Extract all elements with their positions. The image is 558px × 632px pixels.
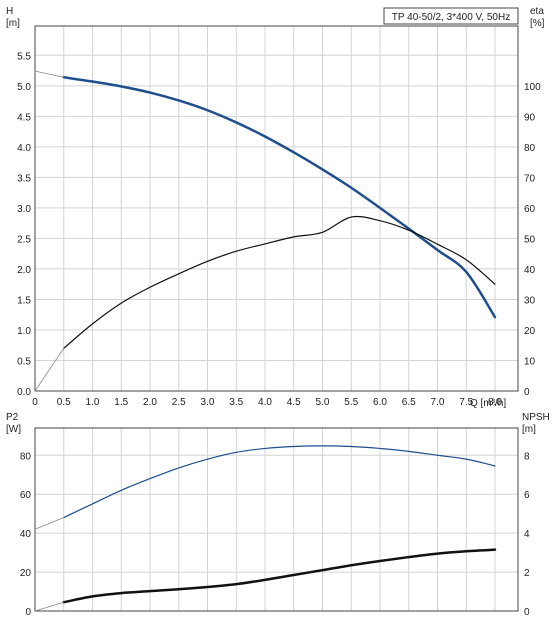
top-y-axis-title-right: eta [%] [530,6,545,29]
top-series-line-1 [34,70,65,78]
top-x-tick-label: 6.0 [373,397,387,408]
top-y2-tick-label: 70 [524,173,536,184]
top-x-tick-label: 3.5 [229,397,243,408]
top-x-tick-label: 2.5 [172,397,186,408]
top-series-line-0 [62,76,497,319]
top-y-tick-label: 4.5 [17,112,31,123]
top-x-tick-label: 7.0 [431,397,445,408]
top-x-tick-label: 4.0 [258,397,272,408]
top-y-tick-label: 1.5 [17,295,31,306]
top-x-tick-label: 4.5 [287,397,301,408]
bottom-series-line-0 [63,445,496,519]
top-x-tick-label: 3.0 [201,397,215,408]
bottom-series-line-3 [34,601,65,612]
top-y2-tick-label: 20 [524,326,536,337]
bottom-series-line-1 [34,517,65,530]
top-y2-tick-label: 30 [524,295,536,306]
top-y-tick-label: 0.5 [17,356,31,367]
chart-title-box [383,7,519,25]
bottom-panel: 0 20 40 60 80 0 2 4 6 8 [20,427,530,618]
top-y-tick-label: 3.5 [17,173,31,184]
top-x-tick-label: 1.0 [86,397,100,408]
bottom-y2-tick-label: 8 [524,451,530,462]
top-y2-tick-label: 90 [524,112,536,123]
top-x-tick-label: 8.0 [488,397,502,408]
top-x-tick-label: 2.0 [143,397,157,408]
top-y2-tick-label: 0 [524,387,530,398]
chart-title: TP 40-50/2, 3*400 V, 50Hz [392,12,510,23]
bottom-plot-frame [34,427,519,612]
top-y-tick-label: 5.0 [17,82,31,93]
top-x-tick-label: 0.5 [57,397,71,408]
bottom-y2-tick-label: 4 [524,529,530,540]
top-y-tick-label: 1.0 [17,326,31,337]
top-y-tick-label: 3.0 [17,204,31,215]
bottom-y-axis-title-left: P2 [W] [6,412,21,435]
top-y2-tick-label: 60 [524,204,536,215]
top-plot-frame [34,25,519,392]
top-x-tick-label: 1.5 [114,397,128,408]
top-y2-tick-label: 80 [524,143,536,154]
bottom-y-tick-label: 40 [20,529,32,540]
bottom-y2-tick-label: 0 [524,607,530,618]
top-y-tick-label: 5.5 [17,51,31,62]
top-y2-tick-label: 40 [524,265,536,276]
top-y-tick-label: 2.0 [17,265,31,276]
top-y-tick-label: 4.0 [17,143,31,154]
top-series-line-3 [34,347,65,392]
top-x-tick-label: 5.5 [344,397,358,408]
top-y-axis-title-left: H [m] [6,6,20,29]
bottom-y-tick-label: 0 [25,607,31,618]
bottom-y2-tick-label: 2 [524,568,530,579]
bottom-y-tick-label: 20 [20,568,32,579]
top-y2-tick-label: 10 [524,356,536,367]
top-x-tick-label: 5.0 [316,397,330,408]
top-y2-tick-label: 100 [524,82,541,93]
top-x-tick-label: 0 [32,397,38,408]
top-x-tick-label: 7.5 [459,397,473,408]
bottom-y-tick-label: 60 [20,490,32,501]
bottom-y-axis-title-right: NPSH [m] [522,412,550,435]
bottom-series-line-2 [62,548,497,604]
top-x-tick-label: 6.5 [402,397,416,408]
top-y-tick-label: 0.0 [17,387,31,398]
top-panel: 0 0.5 1.0 1.5 2.0 2.5 3.0 3.5 4.0 4.5 5.0 5.5 6.0 6.5… [17,25,541,408]
top-y-tick-label: 2.5 [17,234,31,245]
top-y2-tick-label: 50 [524,234,536,245]
top-series-line-2 [63,215,496,349]
bottom-y2-tick-label: 6 [524,490,530,501]
top-x-axis-title: Q [m³/h] [470,398,506,409]
bottom-y-tick-label: 80 [20,451,32,462]
